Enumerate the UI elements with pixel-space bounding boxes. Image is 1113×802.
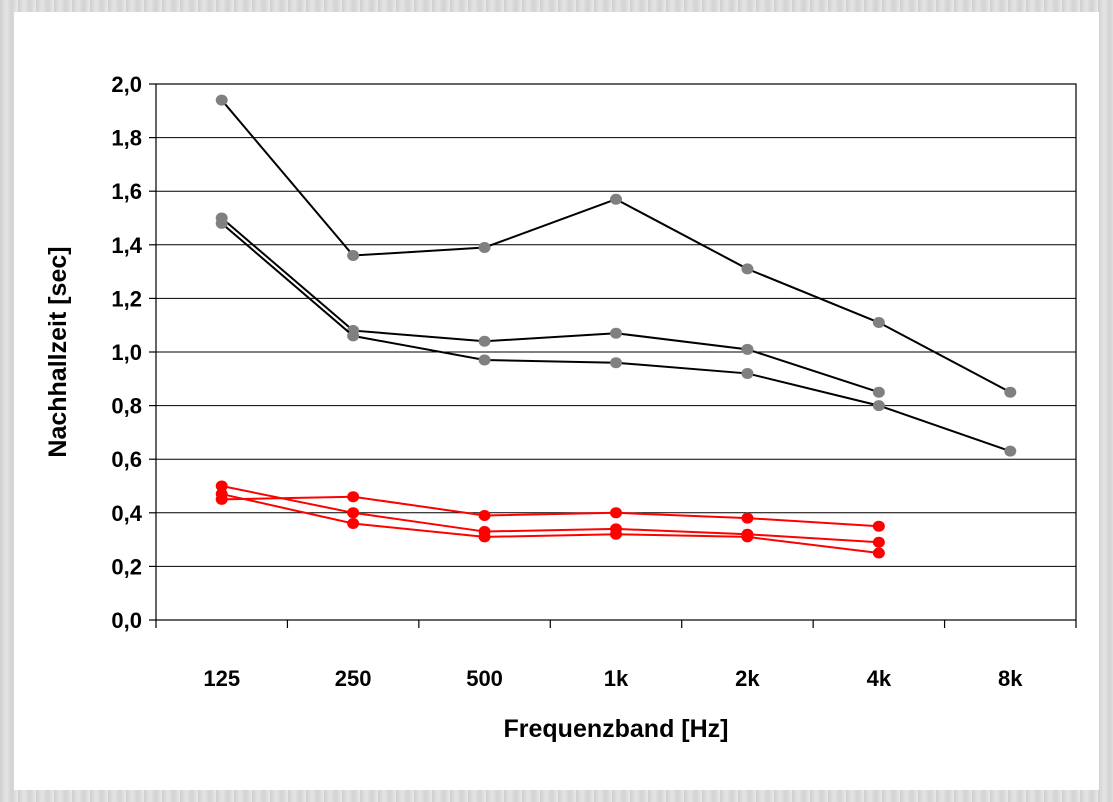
series-line [221, 217, 880, 394]
y-axis-title: Nachhallzeit [sec] [44, 246, 72, 457]
data-point [478, 335, 491, 347]
data-point [478, 531, 491, 543]
y-tick-label: 1,4 [111, 233, 142, 258]
data-point [215, 488, 228, 500]
data-point [478, 509, 491, 521]
data-point [872, 536, 885, 548]
data-point [347, 518, 360, 530]
x-axis: 125 250 500 1k 2k 4k 8k [155, 620, 1077, 691]
chart-panel [14, 12, 1099, 790]
x-tick-label: 1k [604, 666, 629, 691]
data-point [1004, 386, 1017, 398]
x-tick-label: 500 [466, 666, 503, 691]
y-tick-label: 0,2 [111, 554, 142, 579]
data-point [215, 94, 228, 106]
data-point [347, 250, 360, 262]
data-point [610, 327, 622, 339]
x-tick-label: 2k [735, 666, 760, 691]
y-tick-label: 1,0 [111, 340, 142, 365]
data-point [741, 512, 754, 524]
y-tick-label: 1,8 [111, 126, 142, 151]
series-layer [215, 94, 1017, 559]
data-point [872, 400, 885, 412]
data-point [347, 491, 360, 503]
data-point [1004, 445, 1017, 457]
data-point [215, 217, 228, 229]
data-point [610, 357, 622, 369]
y-tick-label: 0,0 [111, 608, 142, 633]
data-point [872, 547, 885, 559]
data-point [872, 386, 885, 398]
series-line [221, 493, 879, 554]
x-tick-label: 4k [867, 666, 892, 691]
data-point [610, 193, 622, 205]
data-point [610, 507, 622, 519]
y-tick-label: 0,6 [111, 447, 142, 472]
data-point [741, 343, 754, 355]
data-point [741, 263, 754, 275]
data-point [347, 330, 360, 342]
data-point [872, 317, 885, 329]
y-tick-label: 1,2 [111, 286, 142, 311]
x-tick-label: 8k [998, 666, 1023, 691]
data-point [741, 367, 754, 379]
y-tick-label: 0,4 [111, 501, 142, 526]
data-point [478, 241, 491, 253]
series-line [221, 485, 879, 544]
data-point [610, 528, 622, 540]
data-point [478, 354, 491, 366]
data-point [215, 480, 228, 492]
x-tick-label: 125 [203, 666, 240, 691]
series-line [220, 99, 1011, 394]
data-point [347, 507, 360, 519]
data-point [741, 531, 754, 543]
y-tick-label: 2,0 [111, 72, 142, 97]
x-tick-label: 250 [335, 666, 372, 691]
x-axis-title: Frequenzband [Hz] [504, 715, 729, 743]
y-axis: 0,0 0,2 0,4 0,6 0,8 1,0 1,2 1,4 1,6 1,8 2,0 [111, 72, 156, 633]
data-point [872, 520, 885, 532]
series-line [221, 495, 879, 528]
y-tick-label: 0,8 [111, 394, 142, 419]
y-tick-label: 1,6 [111, 179, 142, 204]
